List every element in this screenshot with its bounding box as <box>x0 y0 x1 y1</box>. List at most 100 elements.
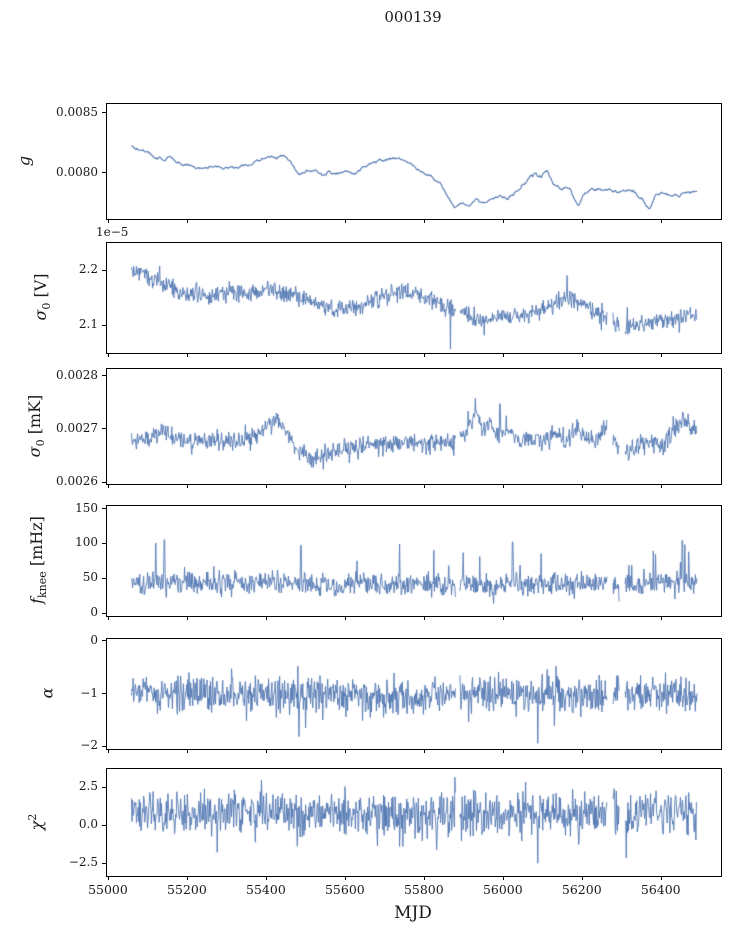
y-tick-label: 2.1 <box>78 317 98 332</box>
y-tick-mark <box>102 428 106 430</box>
x-tick-label: 55400 <box>246 882 286 897</box>
x-tick-mark <box>265 219 267 223</box>
y-tick-label: 50 <box>82 570 98 585</box>
x-tick-mark <box>660 353 662 357</box>
y-tick-mark <box>102 508 106 509</box>
x-tick-mark <box>423 876 425 880</box>
y-tick-label: 2.2 <box>78 262 98 277</box>
x-tick-mark <box>660 484 662 488</box>
y-axis-label-subscript: 0 <box>40 302 54 310</box>
y-tick-mark <box>102 640 106 641</box>
x-tick-mark <box>107 749 109 753</box>
y-tick-label: −1 <box>80 685 98 700</box>
subplot-chi2 <box>106 768 722 877</box>
y-tick-mark <box>102 786 106 788</box>
x-tick-mark <box>581 876 583 880</box>
x-tick-mark <box>502 353 504 357</box>
x-tick-mark <box>344 749 346 753</box>
figure-title: 000139 <box>384 8 442 26</box>
y-tick-mark <box>102 481 106 483</box>
x-axis-label: MJD <box>394 903 432 923</box>
subplot-gain <box>106 103 722 220</box>
y-tick-label: 2.5 <box>78 779 98 794</box>
plot-canvas-sigma0-mk <box>107 369 721 484</box>
y-axis-label-symbol: g <box>14 155 34 166</box>
y-tick-label: 0.0085 <box>56 104 98 119</box>
y-tick-mark <box>102 324 106 326</box>
y-tick-mark <box>102 269 106 271</box>
x-tick-mark <box>502 616 504 620</box>
y-tick-label: 0.0080 <box>56 164 98 179</box>
y-tick-label: 0.0026 <box>56 474 98 489</box>
y-tick-label: −2.5 <box>68 855 98 870</box>
y-axis-label-subscript: 0 <box>34 438 48 446</box>
x-tick-mark <box>265 353 267 357</box>
y-axis-label-chi2: χ2 <box>26 813 46 830</box>
x-tick-mark <box>581 219 583 223</box>
subplot-alpha <box>106 638 722 750</box>
x-tick-mark <box>344 219 346 223</box>
x-tick-mark <box>186 219 188 223</box>
x-tick-label: 56200 <box>561 882 602 897</box>
y-tick-mark <box>102 112 106 113</box>
y-axis-label-fknee: fknee [mHz] <box>27 516 49 604</box>
x-tick-mark <box>502 876 504 880</box>
x-tick-mark <box>265 749 267 753</box>
y-axis-label-subscript: knee <box>36 571 50 598</box>
x-tick-mark <box>107 484 109 488</box>
x-tick-mark <box>502 219 504 223</box>
y-tick-label: 0.0027 <box>56 420 98 435</box>
y-axis-label-superscript: 2 <box>25 813 39 821</box>
x-tick-mark <box>186 484 188 488</box>
x-tick-mark <box>660 219 662 223</box>
x-tick-mark <box>107 219 109 223</box>
x-tick-mark <box>186 616 188 620</box>
y-axis-label-unit: [V] <box>30 273 50 303</box>
x-tick-label: 56400 <box>640 882 681 897</box>
x-tick-mark <box>107 353 109 357</box>
x-tick-mark <box>423 219 425 223</box>
axis-offset-text: 1e−5 <box>96 225 129 239</box>
y-tick-label: 0 <box>90 605 98 620</box>
x-tick-mark <box>107 876 109 880</box>
x-tick-mark <box>423 749 425 753</box>
y-tick-mark <box>102 824 106 826</box>
y-tick-label: 0 <box>90 632 98 647</box>
x-tick-mark <box>344 353 346 357</box>
x-tick-mark <box>660 749 662 753</box>
x-tick-mark <box>502 484 504 488</box>
x-tick-mark <box>344 876 346 880</box>
y-axis-label-symbol: α <box>37 687 57 699</box>
plot-canvas-gain <box>107 104 721 219</box>
y-axis-label-symbol: f <box>26 597 46 604</box>
y-tick-mark <box>102 745 106 747</box>
plot-canvas-alpha <box>107 639 721 749</box>
x-tick-mark <box>265 616 267 620</box>
plot-canvas-sigma0-v <box>107 243 721 353</box>
y-tick-mark <box>102 577 106 579</box>
plot-canvas-chi2 <box>107 769 721 876</box>
x-tick-mark <box>660 616 662 620</box>
subplot-sigma0-mk <box>106 368 722 485</box>
y-axis-label-symbol: χ <box>27 820 47 830</box>
y-axis-label-alpha: α <box>38 688 57 699</box>
x-tick-label: 55600 <box>324 882 365 897</box>
subplot-sigma0-v <box>106 242 722 354</box>
x-tick-mark <box>265 484 267 488</box>
x-tick-label: 55000 <box>88 882 128 897</box>
y-tick-label: 0.0 <box>78 817 98 832</box>
x-tick-mark <box>660 876 662 880</box>
x-tick-mark <box>581 353 583 357</box>
y-tick-mark <box>102 693 106 694</box>
x-tick-mark <box>423 484 425 488</box>
y-tick-label: 150 <box>75 500 98 515</box>
x-tick-mark <box>581 749 583 753</box>
y-axis-label-gain: g <box>15 155 34 165</box>
y-axis-label-sigma0-v: σ0 [V] <box>31 273 53 320</box>
x-tick-mark <box>423 616 425 620</box>
x-tick-label: 55800 <box>403 882 444 897</box>
x-tick-mark <box>107 616 109 620</box>
x-tick-label: 55200 <box>167 882 207 897</box>
x-tick-mark <box>581 616 583 620</box>
